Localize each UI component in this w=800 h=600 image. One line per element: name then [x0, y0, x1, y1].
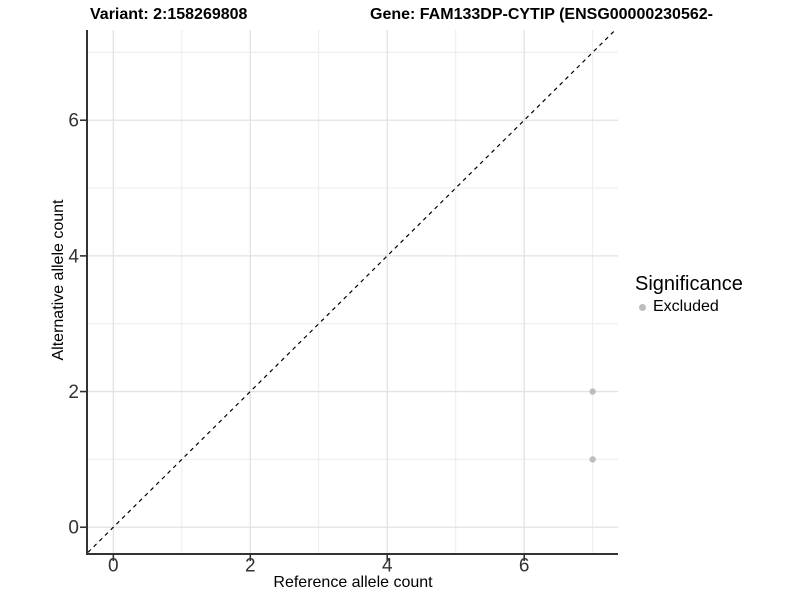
x-tick-label: 2	[245, 556, 256, 577]
y-axis-title: Alternative allele count	[50, 199, 67, 361]
plot-title-variant: Variant: 2:158269808	[90, 6, 248, 23]
legend-point-icon	[639, 303, 646, 311]
identity-dashed-line	[87, 29, 616, 553]
y-tick-label: 0	[68, 518, 79, 539]
x-tick-label: 0	[108, 556, 119, 577]
x-tick-label: 4	[382, 556, 393, 577]
legend: Significance Excluded	[635, 273, 743, 316]
y-tick-label: 4	[68, 246, 79, 267]
data-point	[589, 456, 596, 463]
plot-title-gene: Gene: FAM133DP-CYTIP (ENSG00000230562-	[370, 6, 713, 23]
y-tick-label: 2	[68, 382, 79, 403]
x-axis-title: Reference allele count	[273, 574, 433, 591]
legend-item-label: Excluded	[653, 298, 719, 315]
legend-item-excluded: Excluded	[635, 298, 743, 316]
y-tick-label: 6	[68, 111, 79, 132]
legend-title: Significance	[635, 273, 743, 295]
data-point	[589, 388, 596, 395]
x-tick-label: 6	[519, 556, 530, 577]
